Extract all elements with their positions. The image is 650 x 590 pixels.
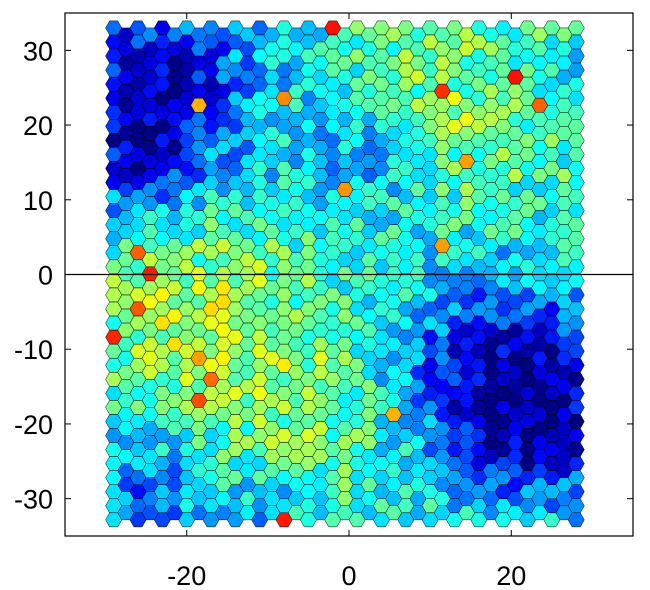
x-tick-label: -20 [167, 561, 206, 590]
y-tick-label: -20 [14, 410, 53, 440]
y-tick-label: 30 [23, 36, 53, 66]
y-tick-label: -10 [14, 335, 53, 365]
x-tick-label: 20 [496, 561, 526, 590]
y-tick-label: 10 [23, 186, 53, 216]
hex-cells [105, 20, 585, 528]
y-tick-label: -30 [14, 485, 53, 515]
x-tick-label: 0 [341, 561, 356, 590]
y-tick-label: 20 [23, 111, 53, 141]
axis-ticks [65, 13, 633, 536]
hex-cell [567, 512, 585, 528]
y-tick-label: 0 [38, 261, 53, 291]
tick-labels: -20 0 20 30 20 10 0 -10 -20 -30 [14, 36, 526, 590]
